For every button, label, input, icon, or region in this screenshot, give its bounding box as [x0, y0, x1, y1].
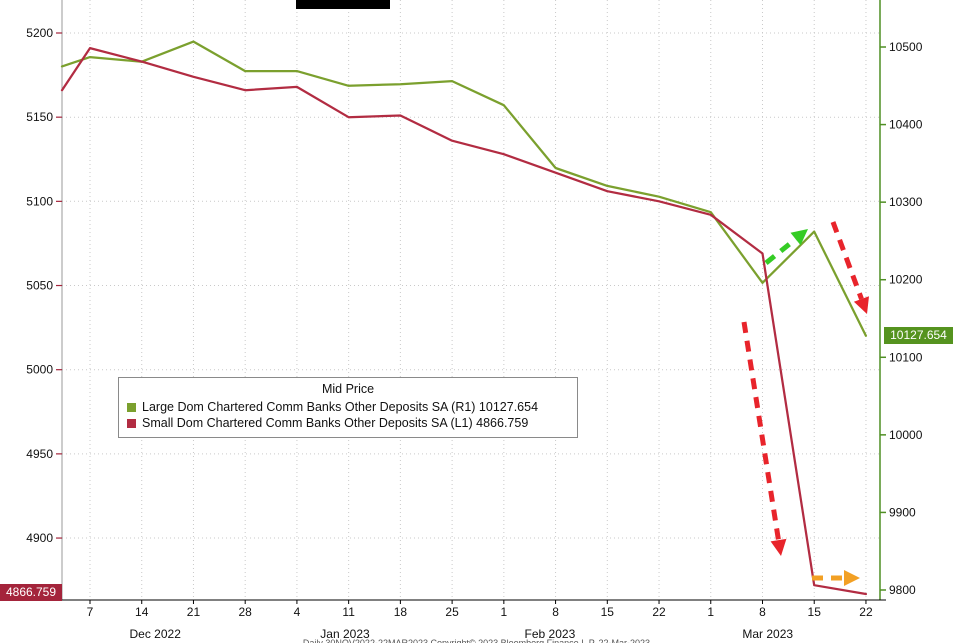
annotation-arrow-head-1	[853, 296, 869, 314]
x-axis-month-label: Mar 2023	[742, 627, 793, 641]
series-line-r1	[60, 40, 868, 337]
annotation-arrow-head-0	[770, 538, 787, 556]
right-axis-tick-label: 10400	[889, 118, 923, 132]
clipped-title-bar	[296, 0, 390, 9]
left-axis-tick-label: 5200	[26, 26, 53, 40]
x-axis-tick-label: 18	[394, 605, 408, 619]
right-axis-tick-label: 10500	[889, 40, 923, 54]
x-axis-tick-label: 7	[87, 605, 94, 619]
x-axis-tick-label: 11	[342, 605, 355, 619]
right-axis-tick-label: 10100	[889, 350, 923, 364]
legend-title: Mid Price	[321, 382, 375, 396]
x-axis-tick-label: 15	[601, 605, 615, 619]
x-axis-tick-label: 4	[294, 605, 301, 619]
x-axis-tick-label: 14	[135, 605, 149, 619]
series-line-l1	[60, 46, 868, 596]
x-axis-tick-label: 28	[239, 605, 253, 619]
x-axis-tick-label: 8	[552, 605, 559, 619]
legend-item-large-banks: Large Dom Chartered Comm Banks Other Dep…	[127, 399, 569, 415]
left-axis-tick-label: 5050	[26, 279, 53, 293]
right-axis-last-value-badge: 10127.654	[884, 327, 953, 344]
x-axis-tick-label: 1	[500, 605, 507, 619]
left-axis-tick-label: 4950	[26, 447, 53, 461]
annotation-arrow-head-3	[844, 570, 860, 586]
x-axis-tick-label: 1	[707, 605, 714, 619]
x-axis-tick-label: 8	[759, 605, 766, 619]
x-axis-tick-label: 25	[445, 605, 459, 619]
legend-marker-large-banks	[127, 402, 136, 412]
left-axis-tick-label: 5000	[26, 363, 53, 377]
x-axis-tick-label: 15	[808, 605, 822, 619]
right-axis-tick-label: 9900	[889, 505, 916, 519]
x-axis-month-label: Dec 2022	[130, 627, 182, 641]
annotation-arrow-shaft-2	[764, 237, 798, 265]
legend-marker-small-banks	[127, 418, 136, 428]
x-axis-tick-label: 22	[652, 605, 666, 619]
legend-label-large-banks: Large Dom Chartered Comm Banks Other Dep…	[142, 400, 539, 414]
clipped-footer-text: Daily 30NOV2022-22MAR2023 Copyright© 202…	[302, 638, 651, 643]
right-axis-tick-label: 10000	[889, 428, 923, 442]
x-axis-month-label: Feb 2023	[525, 627, 576, 641]
annotation-arrow-shaft-0	[741, 321, 781, 541]
x-axis-tick-label: 22	[859, 605, 873, 619]
right-axis-tick-label: 10200	[889, 273, 923, 287]
left-axis-tick-label: 5100	[26, 194, 53, 208]
x-axis-month-label: Jan 2023	[320, 627, 370, 641]
annotation-arrow-head-2	[790, 229, 808, 246]
x-axis-tick-label: 21	[187, 605, 201, 619]
legend-item-small-banks: Small Dom Chartered Comm Banks Other Dep…	[127, 415, 569, 431]
left-axis-last-value-badge: 4866.759	[0, 584, 62, 601]
legend-label-small-banks: Small Dom Chartered Comm Banks Other Dep…	[142, 416, 529, 430]
annotation-arrow-shaft-1	[830, 221, 864, 300]
right-axis-tick-label: 10300	[889, 195, 923, 209]
legend-box: Mid Price Large Dom Chartered Comm Banks…	[118, 377, 578, 438]
left-axis-tick-label: 4900	[26, 531, 53, 545]
right-axis-tick-label: 9800	[889, 583, 916, 597]
left-axis-tick-label: 5150	[26, 110, 53, 124]
